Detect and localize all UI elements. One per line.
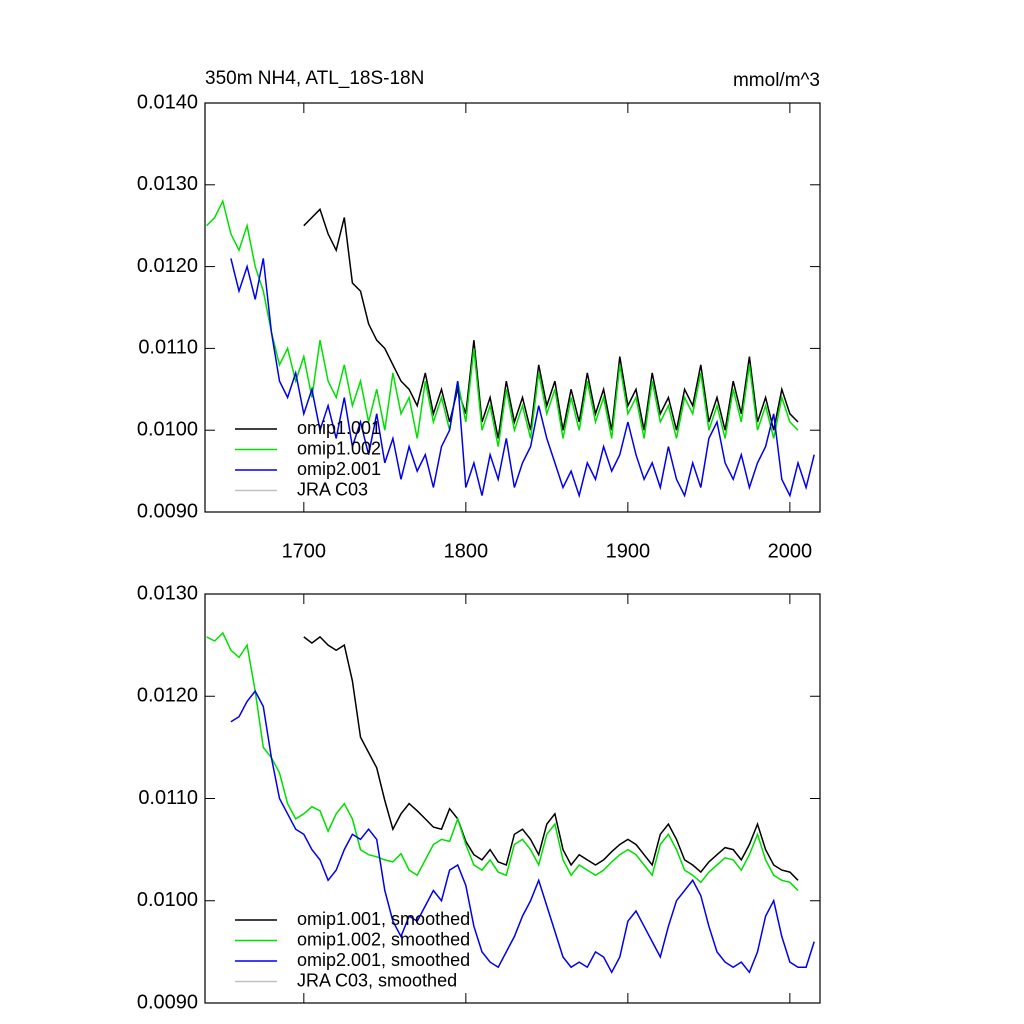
- y-tick-label: 0.0130: [137, 582, 198, 604]
- legend-label: omip2.001, smoothed: [297, 950, 470, 970]
- y-tick-label: 0.0120: [137, 685, 198, 707]
- legend-label: omip1.001: [297, 418, 381, 438]
- x-tick-label: 1800: [444, 540, 489, 562]
- x-tick-label: 2000: [768, 540, 813, 562]
- series-line: [206, 199, 799, 447]
- series-line: [230, 689, 815, 974]
- y-tick-label: 0.0090: [137, 991, 198, 1013]
- legend-label: omip2.001: [297, 459, 381, 479]
- x-tick-label: 1900: [606, 540, 651, 562]
- y-tick-label: 0.0100: [137, 418, 198, 440]
- series-line: [230, 258, 815, 499]
- legend-label: omip1.001, smoothed: [297, 909, 470, 929]
- legend-label: JRA C03, smoothed: [297, 970, 457, 990]
- units-label: mmol/m^3: [733, 70, 820, 91]
- x-tick-label: 1700: [282, 540, 327, 562]
- legend-label: omip1.002: [297, 438, 381, 458]
- legend-label: JRA C03: [297, 479, 368, 499]
- plot-frame: [204, 102, 821, 513]
- y-tick-label: 0.0100: [137, 889, 198, 911]
- y-tick-label: 0.0120: [137, 255, 198, 277]
- y-tick-label: 0.0130: [137, 173, 198, 195]
- chart-title: 350m NH4, ATL_18S-18N: [205, 68, 424, 89]
- series-line: [206, 631, 799, 892]
- legend-label: omip1.002, smoothed: [297, 929, 470, 949]
- y-tick-label: 0.0110: [138, 337, 198, 359]
- y-tick-label: 0.0090: [137, 500, 198, 522]
- series-line: [303, 207, 799, 439]
- series-line: [303, 635, 799, 881]
- y-tick-label: 0.0110: [138, 787, 198, 809]
- y-tick-label: 0.0140: [137, 91, 198, 113]
